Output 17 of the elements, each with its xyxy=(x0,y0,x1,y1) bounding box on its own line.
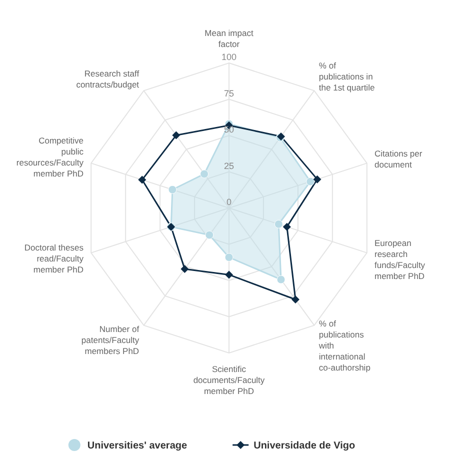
spoke-label: % of publications in the 1st quartile xyxy=(318,60,375,93)
spoke-label: Number of patents/Faculty members PhD xyxy=(81,324,140,356)
spoke-label: Competitive public resources/Faculty member PhD xyxy=(16,135,84,178)
spoke-label: Scientific documents/Faculty member PhD xyxy=(193,364,266,396)
spoke-label: Doctoral theses read/Faculty member PhD xyxy=(24,242,84,275)
legend-label: Universidade de Vigo xyxy=(254,440,356,452)
spoke-label: % of publications with international co-authorship xyxy=(318,318,371,372)
y-tick-label: 100 xyxy=(221,52,237,62)
spoke-label: Citations per document xyxy=(374,148,422,170)
spoke-label: European research funds/Faculty member PhD xyxy=(374,238,426,282)
legend-label: Universities' average xyxy=(87,440,188,452)
spoke-label: Mean impact factor xyxy=(204,28,254,49)
y-tick-label: 25 xyxy=(224,160,234,171)
y-tick-label: 0 xyxy=(226,197,232,207)
y-tick-label: 75 xyxy=(224,88,234,98)
y-tick-label: 50 xyxy=(224,124,234,134)
spoke-label: Research staff contracts/budget xyxy=(76,68,140,90)
